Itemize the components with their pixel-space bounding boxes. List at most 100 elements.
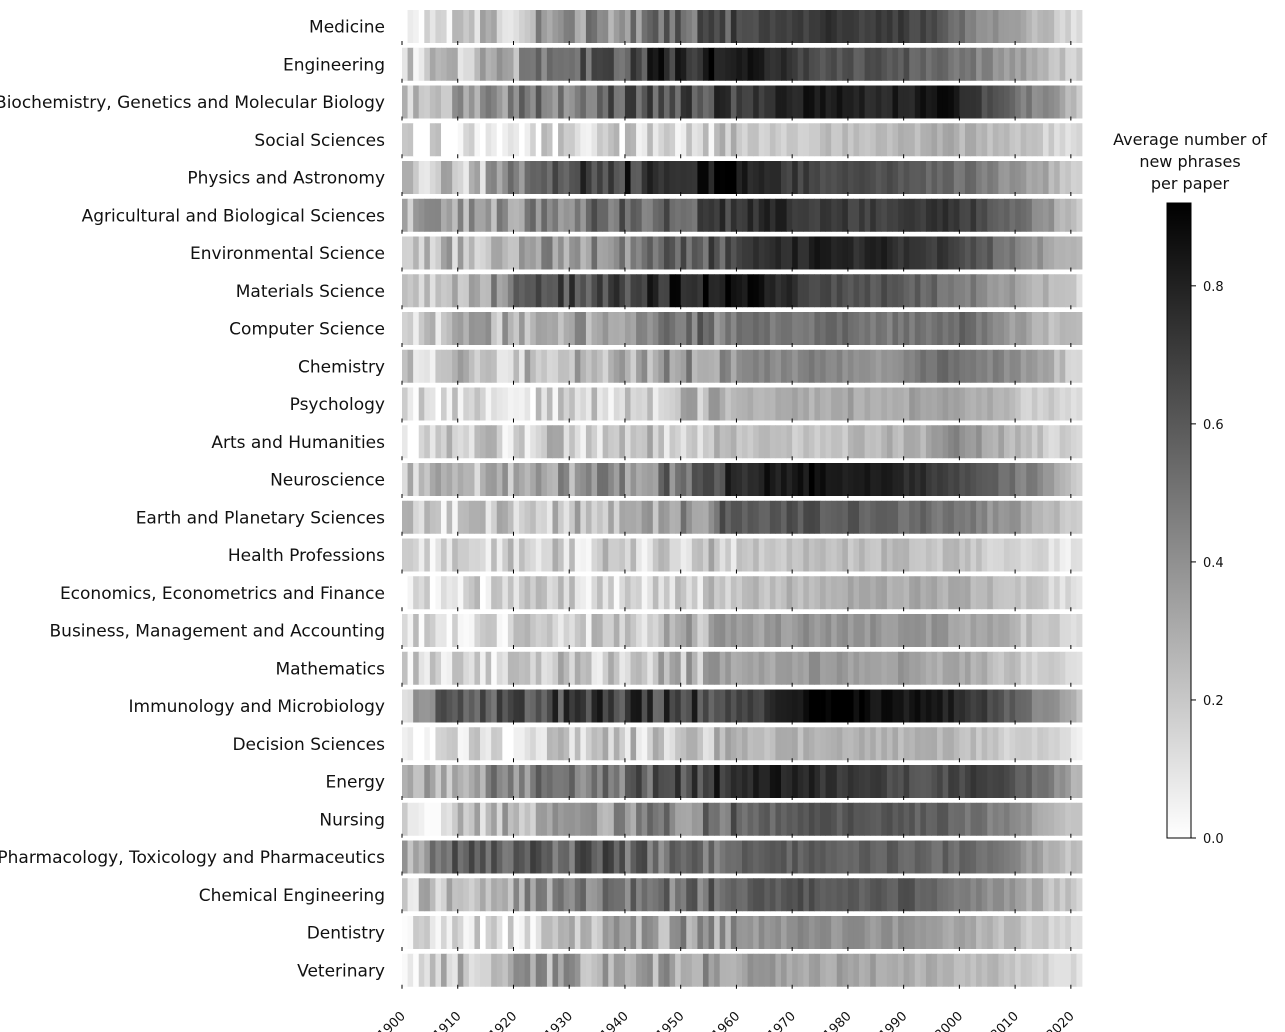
heatmap-cell	[981, 312, 988, 345]
heatmap-cell	[847, 765, 854, 798]
heatmap-cell	[424, 651, 431, 685]
heatmap-cell	[468, 425, 475, 459]
heatmap-cell	[825, 689, 832, 723]
heatmap-cell	[652, 878, 659, 912]
colorbar-title-line-3: per paper	[1151, 174, 1230, 193]
heatmap-cell	[842, 312, 849, 345]
heatmap-cell	[1048, 689, 1055, 723]
heatmap-cell	[1026, 840, 1033, 874]
heatmap-cell	[613, 236, 620, 270]
heatmap-cell	[964, 349, 971, 383]
heatmap-cell	[1054, 802, 1061, 836]
heatmap-cell	[663, 198, 670, 232]
heatmap-cell	[507, 425, 514, 459]
heatmap-cell	[1059, 47, 1066, 81]
heatmap-cell	[491, 161, 498, 194]
heatmap-cell	[764, 576, 771, 610]
heatmap-cell	[491, 312, 498, 345]
heatmap-cell	[663, 463, 670, 496]
heatmap-cell	[1015, 840, 1022, 874]
heatmap-cell	[953, 765, 960, 798]
heatmap-cell	[402, 425, 408, 459]
heatmap-cell	[585, 765, 592, 798]
heatmap-cell	[658, 538, 665, 572]
heatmap-cell	[435, 840, 442, 874]
heatmap-cell	[1003, 916, 1010, 949]
heatmap-cell	[987, 349, 994, 383]
heatmap-cell	[764, 161, 771, 194]
heatmap-cell	[480, 689, 486, 723]
heatmap-cell	[775, 387, 782, 421]
heatmap-cell	[814, 463, 821, 496]
heatmap-cell	[519, 651, 526, 685]
heatmap-cell	[519, 953, 526, 987]
heatmap-cell	[574, 161, 581, 194]
heatmap-cell	[875, 312, 882, 345]
heatmap-cell	[953, 47, 960, 81]
heatmap-cell	[429, 161, 436, 194]
heatmap-cell	[775, 349, 782, 383]
heatmap-cell	[764, 538, 771, 572]
heatmap-cell	[647, 85, 654, 119]
heatmap-cell	[831, 878, 838, 912]
heatmap-cell	[624, 689, 631, 723]
heatmap-cell	[658, 576, 665, 610]
heatmap-cell	[987, 463, 994, 496]
heatmap-cell	[535, 727, 542, 761]
heatmap-cell	[558, 576, 565, 610]
heatmap-cell	[558, 651, 565, 685]
heatmap-cell	[496, 802, 503, 836]
heatmap-cell	[808, 387, 815, 421]
heatmap-cell	[1065, 387, 1072, 421]
heatmap-cell	[652, 538, 659, 572]
heatmap-cell	[820, 878, 826, 912]
heatmap-cell	[441, 274, 447, 308]
heatmap-cell	[964, 47, 971, 81]
heatmap-cell	[418, 576, 425, 610]
heatmap-cell	[702, 387, 709, 421]
heatmap-cell	[836, 802, 843, 836]
heatmap-cell	[792, 463, 799, 496]
heatmap-cell	[691, 387, 698, 421]
heatmap-cell	[552, 198, 559, 232]
heatmap-cell	[914, 463, 921, 496]
heatmap-cell	[1042, 425, 1049, 459]
heatmap-cell	[1054, 576, 1061, 610]
heatmap-cell	[429, 727, 436, 761]
heatmap-cell	[686, 727, 693, 761]
heatmap-cell	[591, 236, 598, 270]
heatmap-cell	[507, 614, 514, 647]
heatmap-cell	[1059, 878, 1066, 912]
heatmap-cell	[753, 349, 760, 383]
heatmap-cell	[613, 576, 620, 610]
heatmap-cell	[1020, 10, 1027, 43]
heatmap-cell	[981, 878, 988, 912]
heatmap-cell	[435, 274, 442, 308]
heatmap-cell	[435, 878, 442, 912]
heatmap-cell	[552, 765, 559, 798]
heatmap-row	[402, 953, 1083, 987]
heatmap-cell	[775, 312, 782, 345]
heatmap-cell	[652, 274, 659, 308]
heatmap-cell	[546, 312, 553, 345]
heatmap-cell	[864, 576, 871, 610]
heatmap-cell	[630, 765, 637, 798]
heatmap-cell	[463, 123, 470, 157]
heatmap-cell	[859, 236, 866, 270]
heatmap-cell	[1070, 387, 1077, 421]
heatmap-cell	[925, 500, 932, 534]
heatmap-cell	[892, 500, 899, 534]
heatmap-cell	[446, 765, 453, 798]
heatmap-cell	[463, 349, 470, 383]
heatmap-cell	[463, 161, 470, 194]
heatmap-cell	[892, 802, 899, 836]
heatmap-cell	[496, 953, 503, 987]
heatmap-cell	[402, 10, 408, 43]
heatmap-cell	[429, 123, 436, 157]
heatmap-cell	[758, 349, 765, 383]
heatmap-cell	[513, 802, 520, 836]
heatmap-cell	[981, 802, 988, 836]
heatmap-cell	[658, 840, 665, 874]
heatmap-cell	[630, 727, 637, 761]
heatmap-cell	[992, 802, 999, 836]
